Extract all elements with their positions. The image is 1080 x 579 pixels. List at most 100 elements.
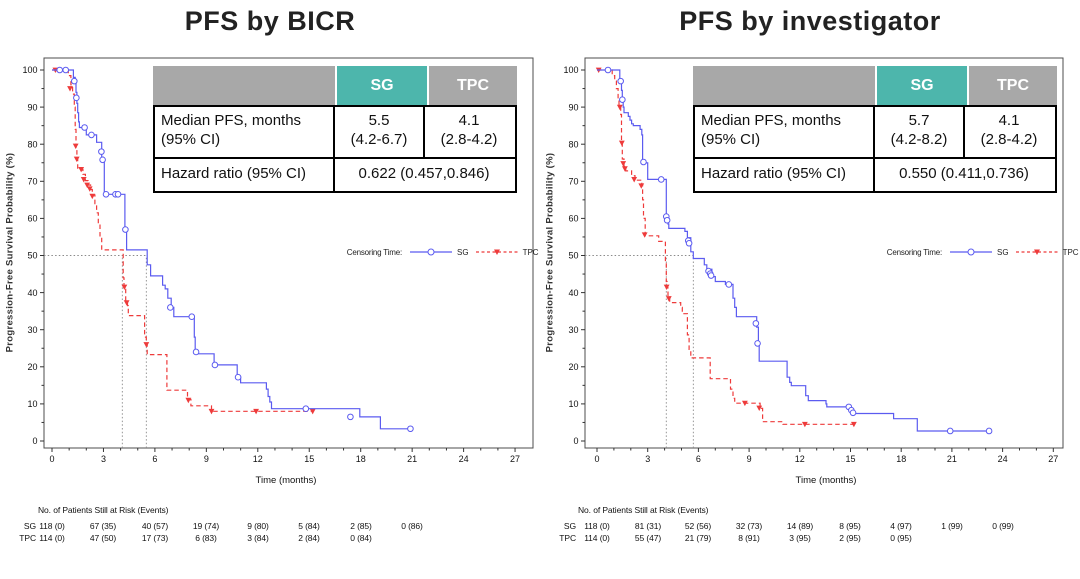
censor-mark-circle [663,216,671,224]
median-label: Median PFS, months (95% CI) [695,107,875,157]
median-label-line2: (95% CI) [701,130,761,148]
svg-text:15: 15 [845,454,855,464]
censor-mark-circle [234,373,242,381]
km-svg: 0 3 6 9 12 15 18 21 24 27 0 10 20 30 40 50 60 70 80 90 100 [22,57,534,464]
risk-value: 2 (85) [350,521,372,531]
tpc-curve [52,69,313,412]
sg-median-value: 5.7 [908,112,930,129]
svg-text:12: 12 [795,454,805,464]
legend-tpc-label: TPC [1062,247,1079,257]
svg-text:9: 9 [747,454,752,464]
censor-mark-triangle [208,408,215,415]
risk-value: 19 (74) [192,521,220,531]
axes: 0 3 6 9 12 15 18 21 24 27 0 10 20 30 40 50 60 70 80 90 100 [22,65,520,464]
plot-frame [43,57,534,449]
hazard-value: 0.550 (0.411,0.736) [899,165,1029,182]
svg-text:100: 100 [22,65,37,75]
censor-mark-circle [752,320,760,327]
svg-text:50: 50 [27,251,37,261]
svg-text:0: 0 [594,454,599,464]
svg-text:21: 21 [947,454,957,464]
censor-mark-circle [114,190,122,198]
km-plot-investigator: 0 3 6 9 12 15 18 21 24 27 0 10 20 30 40 50 60 70 80 90 100 [540,0,1080,579]
stats-header-row: SG TPC [153,66,517,105]
axes: 0 3 6 9 12 15 18 21 24 27 0 10 20 30 40 50 60 70 80 90 100 [563,65,1058,464]
risk-table: No. of Patients Still at Risk (Events) S… [540,505,1080,555]
risk-row-tpc: TPC 114 (0) 47 (50) 17 (73) 6 (83) 3 (84… [0,533,540,544]
censor-mark-triangle [185,397,192,404]
svg-text:30: 30 [568,325,578,335]
legend-label: Censoring Time: [886,247,942,257]
svg-text:60: 60 [27,214,37,224]
risk-value: 118 (0) [39,521,65,531]
stats-body: Median PFS, months (95% CI) 5.7 (4.2-8.2… [693,105,1057,193]
censor-mark-triangle [638,183,645,189]
risk-value: 114 (0) [39,533,65,543]
tpc-line-icon [475,249,518,255]
risk-value: 3 (95) [789,533,811,543]
chart-title: PFS by investigator [679,6,941,36]
sg-line-icon [410,248,452,256]
tpc-median-cell: 4.1 (2.8-4.2) [965,107,1053,157]
risk-value: 67 (35) [89,521,117,531]
svg-text:27: 27 [1048,454,1058,464]
censor-mark-triangle [663,284,670,291]
stats-header-empty [693,66,875,105]
tpc-line-icon [1015,249,1058,255]
svg-text:90: 90 [568,102,578,112]
hazard-label: Hazard ratio (95% CI) [695,159,875,191]
censor-mark-triangle [89,193,96,200]
censor-mark-triangle [801,421,808,428]
risk-row-sg: SG 118 (0) 81 (31) 52 (56) 32 (73) 14 (8… [540,521,1080,532]
median-label-line1: Median PFS, months [161,112,302,129]
censor-mark-triangle [741,400,748,407]
censor-mark-triangle [67,86,73,92]
risk-value: 55 (47) [634,533,662,543]
censor-mark-triangle [850,421,857,428]
svg-text:50: 50 [568,251,578,261]
censor-mark-triangle [641,232,648,238]
svg-text:0: 0 [573,436,578,446]
censor-mark-circle [73,94,80,102]
tpc-median-ci: (2.8-4.2) [440,130,498,148]
risk-value: 6 (83) [195,533,217,543]
censor-mark-triangle [621,166,628,172]
censor-mark-circle [102,190,110,198]
svg-text:100: 100 [563,65,578,75]
panel-pfs-investigator: PFS by investigator Progression-Free Sur… [540,0,1080,579]
censor-mark-triangle [84,182,91,189]
censor-mark-circle [946,427,954,435]
censor-mark-triangle [86,186,93,192]
censor-mark-circle [754,340,761,347]
stats-header-row: SG TPC [693,66,1057,105]
svg-text:12: 12 [253,454,263,464]
svg-text:9: 9 [204,454,209,464]
risk-title: No. of Patients Still at Risk (Events) [38,505,169,515]
stats-header-sg: SG [877,66,967,105]
censor-mark-triangle [73,156,80,163]
censor-mark-circle [211,361,219,369]
stats-header-tpc: TPC [429,66,517,105]
legend-sg-label: SG [457,247,469,257]
svg-text:70: 70 [568,177,578,187]
svg-text:24: 24 [459,454,469,464]
series-tpc [52,67,316,415]
svg-text:80: 80 [27,139,37,149]
censor-mark-triangle [756,405,763,411]
x-axis-label: Time (months) [795,475,857,486]
censor-mark-circle [685,239,693,247]
censor-mark-circle [167,304,174,311]
censor-mark-circle [640,158,647,166]
sg-curve [597,69,991,432]
risk-value: 52 (56) [684,521,712,531]
risk-value: 3 (84) [247,533,269,543]
median-label: Median PFS, months (95% CI) [155,107,335,157]
censor-mark-triangle [620,161,627,167]
sg-curve [52,69,413,430]
sg-median-ci: (4.2-6.7) [350,130,408,148]
tpc-curve [597,69,856,425]
svg-text:24: 24 [998,454,1008,464]
svg-text:90: 90 [27,102,37,112]
km-plot-bicr: 0 3 6 9 12 15 18 21 24 27 0 10 20 30 40 50 60 70 80 90 100 [22,57,534,464]
svg-text:18: 18 [356,454,366,464]
